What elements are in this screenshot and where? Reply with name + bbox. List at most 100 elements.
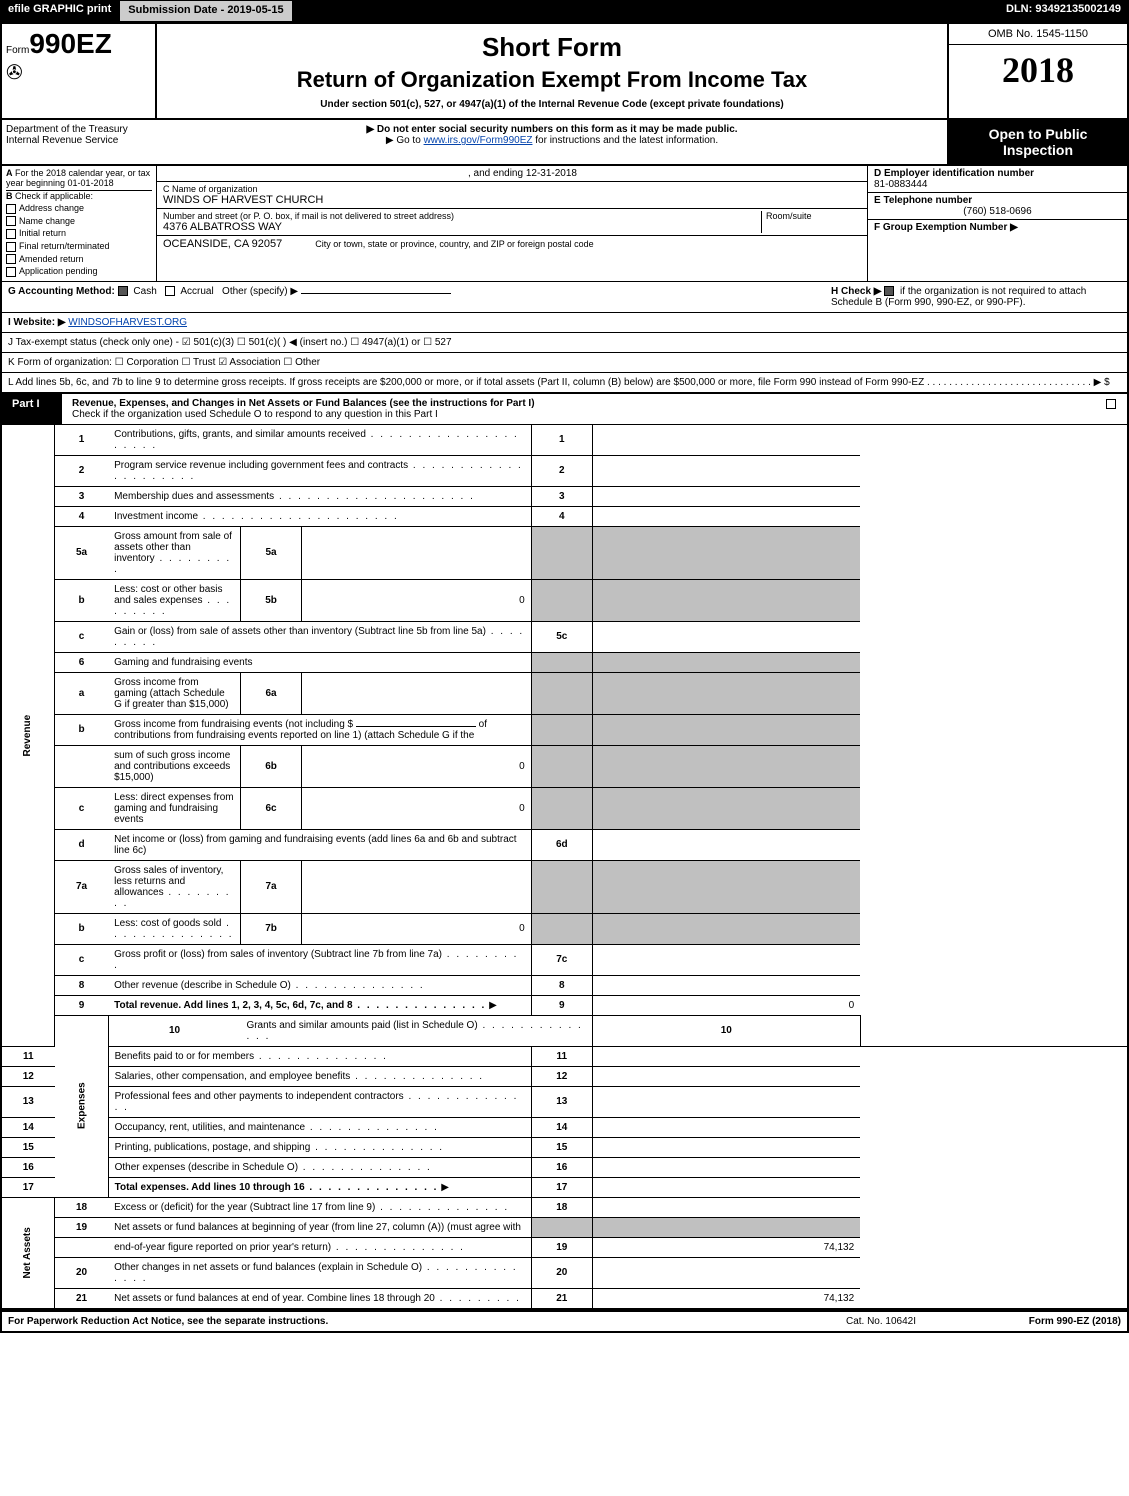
l6-box-shade (531, 652, 592, 672)
cb-final-return[interactable]: Final return/terminated (6, 241, 152, 252)
cb-accrual[interactable] (165, 286, 175, 296)
org-name: WINDS OF HARVEST CHURCH (163, 194, 861, 206)
l7c-val (592, 944, 860, 975)
l9-desc: Total revenue. Add lines 1, 2, 3, 4, 5c,… (114, 1000, 486, 1011)
l2-num: 2 (55, 455, 109, 486)
open-public-cell: Open to Public Inspection (947, 120, 1127, 164)
l19-val-shade (592, 1217, 860, 1237)
l10-desc: Grants and similar amounts paid (list in… (246, 1020, 582, 1042)
l21-val: 74,132 (592, 1288, 860, 1309)
cb-name-change[interactable]: Name change (6, 216, 152, 227)
l6a-box-shade (531, 672, 592, 714)
ending-text: , and ending 12-31-2018 (468, 168, 577, 179)
l11-val (592, 1046, 860, 1066)
l20-val (592, 1257, 860, 1288)
cb-pending[interactable]: Application pending (6, 266, 152, 277)
cb-h[interactable] (884, 286, 894, 296)
header-center: Short Form Return of Organization Exempt… (157, 24, 947, 118)
c-name-block: C Name of organization WINDS OF HARVEST … (157, 182, 867, 209)
l17-num: 17 (1, 1177, 55, 1197)
dept-row: Department of the Treasury Internal Reve… (0, 120, 1129, 166)
other-specify-line[interactable] (301, 293, 451, 294)
cb-amended[interactable]: Amended return (6, 254, 152, 265)
l6d-val (592, 829, 860, 860)
cb-cash[interactable] (118, 286, 128, 296)
l7b-box-shade (531, 913, 592, 944)
l5b-num: b (55, 579, 109, 621)
l5c-desc: Gain or (loss) from sale of assets other… (114, 626, 524, 648)
cb-address-change[interactable]: Address change (6, 203, 152, 214)
l19-desc2: end-of-year figure reported on prior yea… (114, 1242, 465, 1253)
spacer (293, 0, 998, 22)
l21-num: 21 (55, 1288, 109, 1309)
footer-cat: Cat. No. 10642I (801, 1316, 961, 1327)
l16-box: 16 (531, 1157, 592, 1177)
l5c-box: 5c (531, 621, 592, 652)
l4-desc: Investment income (114, 511, 399, 522)
l6d-num: d (55, 829, 109, 860)
l19-num2 (55, 1237, 109, 1257)
l7b-num: b (55, 913, 109, 944)
l14-num: 14 (1, 1117, 55, 1137)
open-public: Open to Public Inspection (949, 120, 1127, 164)
f-exemption-block: F Group Exemption Number ▶ (868, 220, 1127, 235)
l12-val (592, 1066, 860, 1086)
l7a-box-shade (531, 860, 592, 913)
l7b-ibox: 7b (240, 913, 301, 944)
dept-line1: Department of the Treasury (6, 124, 153, 135)
l5c-num: c (55, 621, 109, 652)
l6b-ibox: 6b (240, 745, 301, 787)
l21-desc: Net assets or fund balances at end of ye… (114, 1293, 521, 1304)
l7a-num: 7a (55, 860, 109, 913)
l6b-desc3: sum of such gross income and contributio… (108, 745, 240, 787)
l6b-box-shade2 (531, 745, 592, 787)
part1-checkbox[interactable] (1097, 394, 1127, 424)
l21-box: 21 (531, 1288, 592, 1309)
l15-desc: Printing, publications, postage, and shi… (115, 1142, 445, 1153)
phone: (760) 518-0696 (874, 206, 1121, 217)
form-prefix: Form (6, 45, 29, 56)
part1-title: Revenue, Expenses, and Changes in Net As… (62, 394, 1097, 424)
l16-num: 16 (1, 1157, 55, 1177)
l16-desc: Other expenses (describe in Schedule O) (115, 1162, 432, 1173)
website-link[interactable]: WINDSOFHARVEST.ORG (68, 317, 187, 328)
goto-link[interactable]: www.irs.gov/Form990EZ (424, 135, 533, 146)
l7c-num: c (55, 944, 109, 975)
l8-desc: Other revenue (describe in Schedule O) (114, 980, 425, 991)
l5a-desc: Gross amount from sale of assets other t… (114, 531, 232, 575)
l6a-num: a (55, 672, 109, 714)
l9-val: 0 (592, 995, 860, 1015)
l4-val (592, 506, 860, 526)
l8-num: 8 (55, 975, 109, 995)
l2-val (592, 455, 860, 486)
l12-num: 12 (1, 1066, 55, 1086)
row-k-org: K Form of organization: ☐ Corporation ☐ … (0, 353, 1129, 373)
c-city-block: OCEANSIDE, CA 92057 City or town, state … (157, 236, 867, 252)
l3-box: 3 (531, 486, 592, 506)
g-accounting: G Accounting Method: Cash Accrual Other … (8, 286, 831, 308)
footer-left: For Paperwork Reduction Act Notice, see … (8, 1316, 801, 1327)
l2-box: 2 (531, 455, 592, 486)
l1-desc: Contributions, gifts, grants, and simila… (114, 429, 519, 451)
l8-box: 8 (531, 975, 592, 995)
under-section: Under section 501(c), 527, or 4947(a)(1)… (165, 99, 939, 110)
a-label: A (6, 168, 13, 178)
cb-initial-return[interactable]: Initial return (6, 228, 152, 239)
l7b-ival: 0 (302, 913, 532, 944)
short-form-title: Short Form (165, 32, 939, 63)
l4-box: 4 (531, 506, 592, 526)
l6c-val-shade (592, 787, 860, 829)
section-ab: A For the 2018 calendar year, or tax yea… (0, 166, 1129, 282)
l6c-ival: 0 (302, 787, 532, 829)
l7a-val-shade (592, 860, 860, 913)
l5b-ibox: 5b (240, 579, 301, 621)
l19-box-shade (531, 1217, 592, 1237)
l14-desc: Occupancy, rent, utilities, and maintena… (115, 1122, 439, 1133)
revenue-label: Revenue (1, 425, 55, 1047)
a-text: For the 2018 calendar year, or tax year … (6, 168, 150, 188)
l6b-num2 (55, 745, 109, 787)
l5a-num: 5a (55, 526, 109, 579)
top-bar: efile GRAPHIC print Submission Date - 20… (0, 0, 1129, 22)
l6b-blank[interactable] (356, 726, 476, 727)
part1-header: Part I Revenue, Expenses, and Changes in… (0, 394, 1129, 425)
